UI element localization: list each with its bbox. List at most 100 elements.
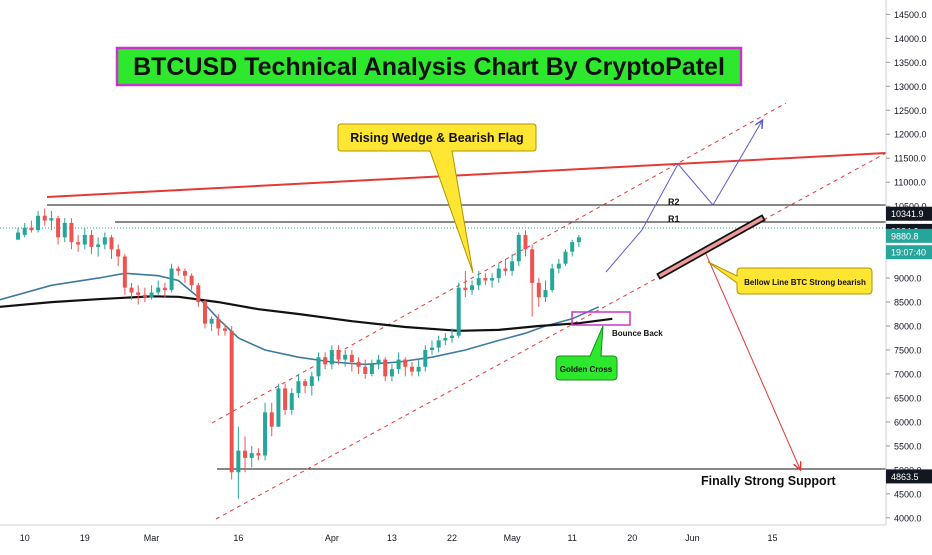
candle [576, 234, 581, 247]
candle [409, 361, 414, 377]
title-box [115, 46, 743, 87]
price-tag-label: 10341.9 [891, 209, 924, 219]
candle [303, 378, 308, 394]
candle-body [76, 242, 81, 245]
candle [62, 218, 67, 243]
candle [476, 270, 481, 291]
wedge-upper-trendline [46, 152, 887, 198]
candle [349, 350, 354, 372]
price-tick-label: 7000.0 [894, 369, 922, 379]
candle-body [556, 263, 561, 269]
candle [296, 373, 301, 398]
price-tag-bg [886, 245, 932, 260]
candle [450, 328, 455, 343]
candle [56, 215, 61, 245]
price-tick-label: 4000.0 [894, 513, 922, 523]
candle-body [209, 318, 214, 324]
sma-black-line [0, 295, 613, 332]
candle [42, 208, 47, 226]
candle [109, 234, 114, 259]
candle-body [109, 237, 114, 250]
candle-body [309, 376, 314, 386]
candle-body [223, 328, 228, 331]
time-tick-label: 13 [387, 533, 397, 543]
candle [209, 316, 214, 331]
price-tick-label: 5500.0 [894, 441, 922, 451]
chart-title: BTCUSD Technical Analysis Chart By Crypt… [133, 53, 725, 81]
candle-body [436, 340, 441, 348]
candle [416, 359, 421, 377]
candle [236, 426, 241, 499]
candle-body [136, 292, 141, 295]
bellow-callout [707, 261, 873, 295]
price-tick-label: 7500.0 [894, 346, 922, 356]
candle [182, 268, 187, 283]
candle [429, 340, 434, 355]
candle-body [550, 268, 555, 291]
candle [36, 210, 41, 233]
price-tick-label: 11500.0 [894, 154, 926, 164]
candle [149, 285, 154, 300]
time-tick-label: Apr [325, 533, 339, 543]
candle-body [423, 350, 428, 367]
price-tick-label: 13000.0 [894, 82, 927, 92]
candle-body [496, 268, 501, 279]
candle [102, 232, 107, 250]
candle [570, 239, 575, 257]
candle [490, 273, 495, 288]
price-tag-label: 4863.5 [891, 472, 919, 482]
candle [336, 345, 341, 365]
channel-upper-line [211, 102, 787, 424]
price-tag: 19:07:40 [886, 245, 932, 260]
plot-area[interactable] [0, 0, 886, 525]
candle-body [570, 242, 575, 252]
candle-body [456, 287, 461, 336]
candle [523, 230, 528, 257]
candle [162, 282, 167, 298]
candle-body [396, 359, 401, 370]
support-label: Finally Strong Support [701, 474, 837, 488]
candle [263, 402, 268, 461]
candle-body [289, 393, 294, 410]
time-tick-label: Jun [685, 533, 700, 543]
candle-body [429, 347, 434, 350]
candle-body [389, 369, 394, 377]
candle-body [69, 222, 74, 243]
time-axis[interactable] [0, 525, 886, 550]
candle [69, 218, 74, 250]
candle-body [276, 388, 281, 427]
candle-body [142, 294, 147, 298]
candle [276, 383, 281, 427]
candle-body [49, 218, 54, 221]
candle-body [62, 222, 67, 238]
candle [142, 287, 147, 303]
r1-label: R1 [668, 214, 680, 224]
time-tick-label: Mar [144, 533, 160, 543]
candle-body [576, 237, 581, 243]
bounce-label: Bounce Back [612, 329, 663, 338]
price-tick-label: 12000.0 [894, 130, 927, 140]
price-tick-label: 11000.0 [894, 178, 926, 188]
candle [383, 357, 388, 382]
price-axis[interactable] [886, 0, 932, 550]
candle [216, 314, 221, 336]
candle [423, 345, 428, 372]
candle [49, 210, 54, 231]
candle-body [490, 278, 495, 281]
candle [369, 359, 374, 377]
candle-body [263, 412, 268, 456]
candle-body [523, 234, 528, 250]
candle-body [530, 249, 535, 283]
candle-body [303, 381, 308, 386]
candle [202, 299, 207, 329]
candle [169, 263, 174, 293]
candle [89, 230, 94, 255]
projection-path [605, 121, 762, 273]
candle-body [369, 364, 374, 374]
candle-body [450, 335, 455, 339]
candle [16, 227, 21, 240]
candle [82, 227, 87, 250]
candle [470, 280, 475, 295]
candle-body [96, 244, 101, 247]
